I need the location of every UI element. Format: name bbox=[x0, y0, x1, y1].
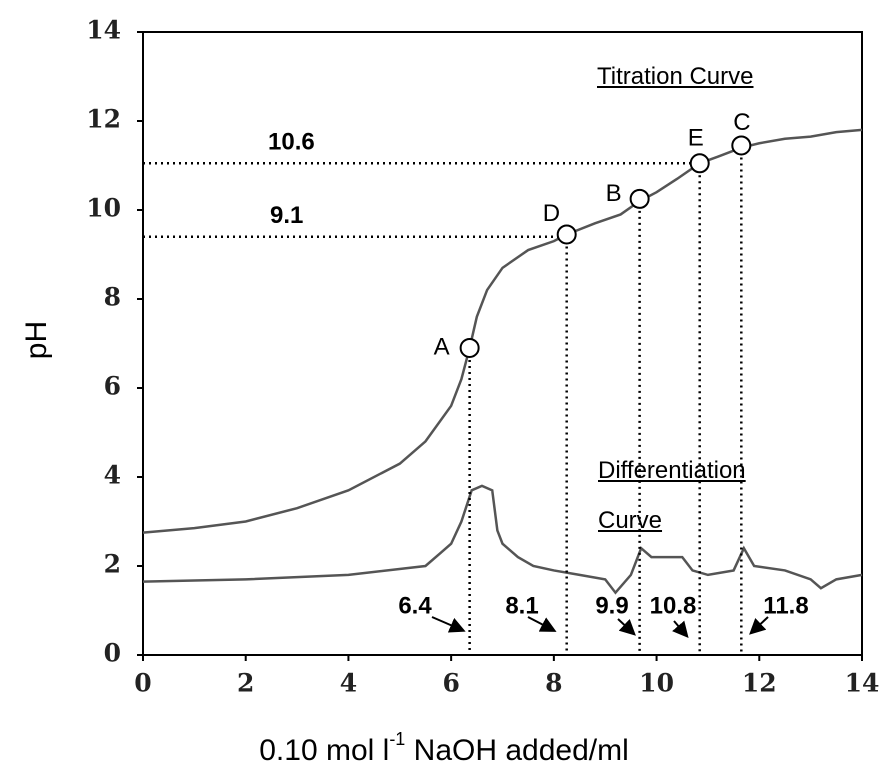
annotation-arrow bbox=[431, 616, 466, 633]
point-label: D bbox=[543, 200, 560, 227]
x-axis-label-part: 0.10 mol l bbox=[259, 734, 389, 767]
x-tick-label: 14 bbox=[845, 669, 880, 698]
guide-label: 9.1 bbox=[270, 202, 303, 229]
annotation-label: 6.4 bbox=[398, 592, 432, 619]
x-tick-label: 10 bbox=[639, 669, 674, 698]
x-tick-label: 4 bbox=[340, 669, 357, 698]
x-axis-label-superscript: -1 bbox=[389, 729, 405, 749]
x-tick-label: 12 bbox=[742, 669, 777, 698]
annotation-arrow bbox=[617, 618, 636, 636]
y-axis-label: pH bbox=[20, 321, 53, 359]
plot-frame bbox=[142, 31, 863, 656]
x-axis-label: 0.10 mol l-1 NaOH added/ml bbox=[259, 729, 629, 767]
point-marker bbox=[556, 224, 577, 245]
point-marker bbox=[731, 135, 752, 156]
x-tick-label: 6 bbox=[442, 669, 459, 698]
point-label: B bbox=[606, 180, 622, 207]
point-marker bbox=[629, 188, 650, 209]
annotation-arrow bbox=[749, 616, 769, 635]
point-label: E bbox=[688, 125, 704, 152]
series-label: Differentiation Curve bbox=[598, 457, 746, 534]
annotation-label: 11.8 bbox=[763, 592, 808, 619]
y-tick-label: 0 bbox=[104, 639, 121, 668]
annotation-label: 9.9 bbox=[595, 592, 628, 619]
x-tick-label: 0 bbox=[134, 669, 151, 698]
x-axis-label-part: NaOH added/ml bbox=[405, 734, 628, 767]
point-label: C bbox=[733, 109, 750, 136]
y-tick-label: 14 bbox=[86, 16, 121, 45]
guide-label: 10.6 bbox=[268, 129, 315, 156]
y-tick-label: 6 bbox=[104, 372, 121, 401]
point-marker bbox=[689, 153, 710, 174]
y-tick-label: 2 bbox=[104, 550, 121, 579]
x-tick-label: 8 bbox=[545, 669, 562, 698]
annotation-arrow bbox=[527, 616, 557, 632]
series-label: Titration Curve bbox=[597, 63, 754, 90]
annotation-arrow bbox=[672, 620, 689, 639]
y-tick-label: 8 bbox=[104, 283, 121, 312]
series-line bbox=[142, 484, 863, 595]
y-tick-label: 4 bbox=[104, 461, 121, 490]
annotation-label: 8.1 bbox=[505, 592, 538, 619]
x-tick-label: 2 bbox=[237, 669, 254, 698]
point-marker bbox=[459, 337, 480, 358]
point-label: A bbox=[434, 333, 450, 360]
annotation-label: 10.8 bbox=[650, 592, 697, 619]
y-tick-label: 10 bbox=[86, 194, 121, 223]
y-tick-label: 12 bbox=[86, 105, 121, 134]
